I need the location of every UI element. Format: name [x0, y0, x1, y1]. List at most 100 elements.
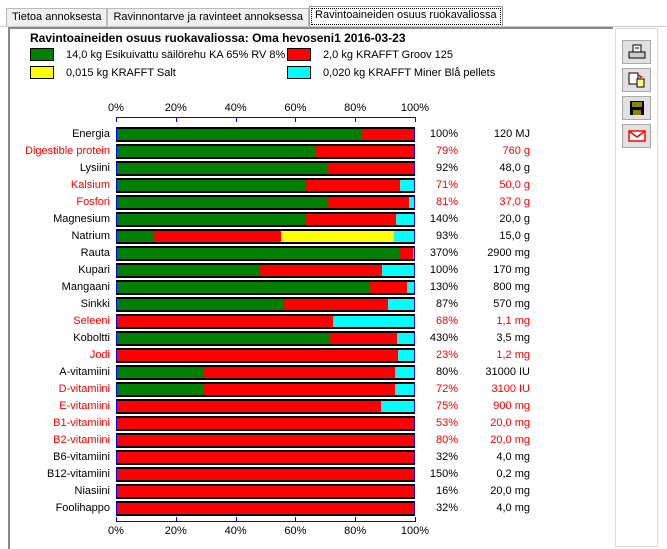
- nutrient-row: B1-vitamiini 53% 20,0 mg: [0, 415, 600, 432]
- nutrient-row: E-vitamiini 75% 900 mg: [0, 398, 600, 415]
- coverage-percent: 92%: [435, 162, 458, 174]
- bar-segment: [117, 435, 414, 446]
- nutrient-label: B2-vitamiini: [53, 434, 110, 446]
- stacked-bar: [116, 127, 415, 142]
- tick-mark: [116, 517, 117, 522]
- bar-segment: [117, 401, 382, 412]
- bar-segment: [117, 418, 414, 429]
- nutrient-label: Lysiini: [79, 162, 110, 174]
- coverage-percent: 150%: [429, 468, 458, 480]
- bar-segment: [394, 384, 414, 395]
- bar-segment: [381, 265, 414, 276]
- tick-mark: [355, 117, 357, 122]
- bar-segment: [117, 469, 414, 480]
- nutrient-row: Magnesium 140% 20,0 g: [0, 211, 600, 228]
- legend-swatch: [287, 48, 311, 61]
- coverage-percent: 32%: [435, 451, 458, 463]
- bar-segment: [332, 316, 414, 327]
- bar-segment: [117, 180, 305, 191]
- bar-segment: [306, 214, 396, 225]
- tick-mark: [415, 117, 416, 122]
- tick-label: 0%: [108, 525, 124, 537]
- print-preview-button[interactable]: [622, 68, 651, 92]
- bar-segment: [117, 231, 153, 242]
- nutrient-amount: 20,0 mg: [490, 434, 530, 446]
- coverage-percent: 75%: [435, 400, 458, 412]
- save-icon: [629, 101, 644, 115]
- bar-segment: [117, 248, 401, 259]
- tick-label: 100%: [400, 525, 430, 537]
- nutrient-row: Seleeni 68% 1,1 mg: [0, 313, 600, 330]
- nutrient-amount: 3100 IU: [491, 383, 530, 395]
- bar-segment: [203, 367, 395, 378]
- tick-label: 80%: [344, 525, 367, 537]
- chart-title: Ravintoaineiden osuus ruokavaliossa: Oma…: [30, 31, 406, 45]
- coverage-percent: 87%: [435, 298, 458, 310]
- email-icon: [627, 130, 646, 142]
- nutrient-row: Kupari 100% 170 mg: [0, 262, 600, 279]
- bar-segment: [282, 299, 388, 310]
- nutrient-amount: 15,0 g: [499, 230, 530, 242]
- legend-label: 2,0 kg KRAFFT Groov 125: [323, 48, 454, 61]
- save-button[interactable]: [622, 96, 651, 120]
- bar-segment: [362, 129, 414, 140]
- stacked-bar: [116, 297, 415, 312]
- bar-segment: [203, 384, 395, 395]
- stacked-bar: [116, 467, 415, 482]
- tab-info[interactable]: Tietoa annoksesta: [6, 8, 108, 27]
- tab-nutrient-share[interactable]: Ravintoaineiden osuus ruokavaliossa: [309, 6, 503, 27]
- nutrient-amount: 37,0 g: [499, 196, 530, 208]
- stacked-bar: [116, 331, 415, 346]
- tick-mark: [235, 117, 237, 122]
- legend-label: 0,020 kg KRAFFT Miner Blå pellets: [323, 66, 496, 79]
- nutrient-row: Sinkki 87% 570 mg: [0, 296, 600, 313]
- tab-requirements[interactable]: Ravinnontarve ja ravinteet annoksessa: [107, 8, 310, 27]
- bar-segment: [400, 248, 413, 259]
- nutrient-amount: 50,0 g: [499, 179, 530, 191]
- print-button[interactable]: [622, 40, 651, 64]
- bar-segment: [326, 163, 414, 174]
- stacked-bar: [116, 263, 415, 278]
- tick-label: 80%: [344, 102, 367, 114]
- nutrient-amount: 900 mg: [493, 400, 530, 412]
- bar-segment: [400, 180, 414, 191]
- nutrient-row: Jodi 23% 1,2 mg: [0, 347, 600, 364]
- legend-swatch: [30, 66, 54, 79]
- bar-segment: [117, 452, 414, 463]
- stacked-bar: [116, 195, 415, 210]
- email-button[interactable]: [622, 124, 651, 148]
- tick-label: 20%: [164, 102, 187, 114]
- nutrient-row: D-vitamiini 72% 3100 IU: [0, 381, 600, 398]
- nutrient-amount: 2900 mg: [487, 247, 530, 259]
- nutrient-label: Sinkki: [80, 298, 110, 310]
- tick-mark: [175, 517, 177, 522]
- nutrient-amount: 20,0 mg: [490, 485, 530, 497]
- nutrient-label: Jodi: [89, 349, 110, 361]
- nutrient-row: Energia 100% 120 MJ: [0, 126, 600, 143]
- bar-segment: [260, 265, 382, 276]
- nutrient-amount: 31000 IU: [485, 366, 530, 378]
- coverage-percent: 53%: [435, 417, 458, 429]
- legend-item: 14,0 kg Esikuivattu säilörehu KA 65% RV …: [30, 48, 285, 61]
- bar-segment: [368, 282, 407, 293]
- bar-segment: [117, 197, 329, 208]
- legend-swatch: [30, 48, 54, 61]
- bar-segment: [394, 231, 414, 242]
- nutrient-row: Mangaani 130% 800 mg: [0, 279, 600, 296]
- nutrient-label: Kupari: [78, 264, 110, 276]
- nutrient-amount: 0,2 mg: [496, 468, 530, 480]
- tick-mark: [355, 517, 357, 522]
- print-preview-icon: [628, 72, 644, 88]
- coverage-percent: 130%: [429, 281, 458, 293]
- nutrient-label: A-vitamiini: [59, 366, 110, 378]
- nutrient-amount: 48,0 g: [499, 162, 530, 174]
- axis-line: [116, 117, 415, 118]
- nutrient-label: Seleeni: [73, 315, 110, 327]
- nutrient-label: B6-vitamiini: [53, 451, 110, 463]
- tick-mark: [295, 117, 297, 122]
- nutrient-amount: 760 g: [502, 145, 530, 157]
- nutrient-label: Natrium: [71, 230, 110, 242]
- tick-label: 20%: [164, 525, 187, 537]
- coverage-percent: 140%: [429, 213, 458, 225]
- tick-mark: [116, 117, 117, 122]
